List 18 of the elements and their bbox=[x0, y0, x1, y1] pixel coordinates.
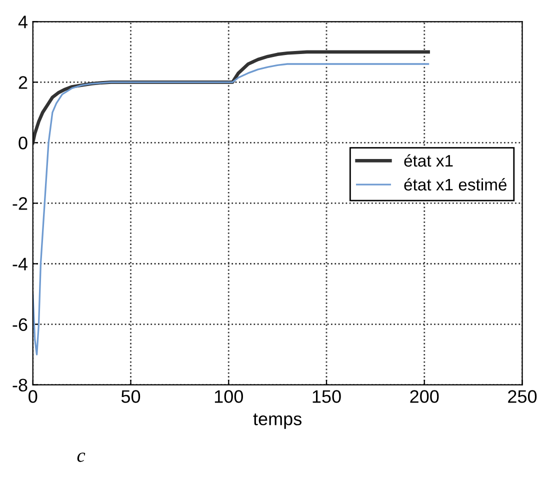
legend-label: état x1 estimé bbox=[404, 178, 507, 191]
y-tick-label: -8 bbox=[12, 378, 28, 392]
x-tick-label: 100 bbox=[214, 390, 243, 403]
x-tick-label: 150 bbox=[312, 390, 341, 403]
x-tick-label: 0 bbox=[28, 390, 38, 403]
legend-label: état x1 bbox=[404, 154, 453, 167]
x-tick-label: 250 bbox=[508, 390, 537, 403]
x-tick-label: 200 bbox=[410, 390, 439, 403]
text: c bbox=[77, 452, 86, 462]
line-series bbox=[32, 63, 430, 356]
y-tick-label: 4 bbox=[18, 16, 28, 28]
x-tick-label: 50 bbox=[121, 390, 140, 403]
y-tick-label: -2 bbox=[12, 197, 28, 210]
y-tick-label: 2 bbox=[18, 76, 28, 89]
x-axis-title: temps bbox=[253, 413, 302, 429]
y-tick-label: -6 bbox=[12, 318, 28, 331]
y-tick-label: -4 bbox=[12, 258, 28, 270]
y-tick-label: 0 bbox=[18, 136, 28, 150]
